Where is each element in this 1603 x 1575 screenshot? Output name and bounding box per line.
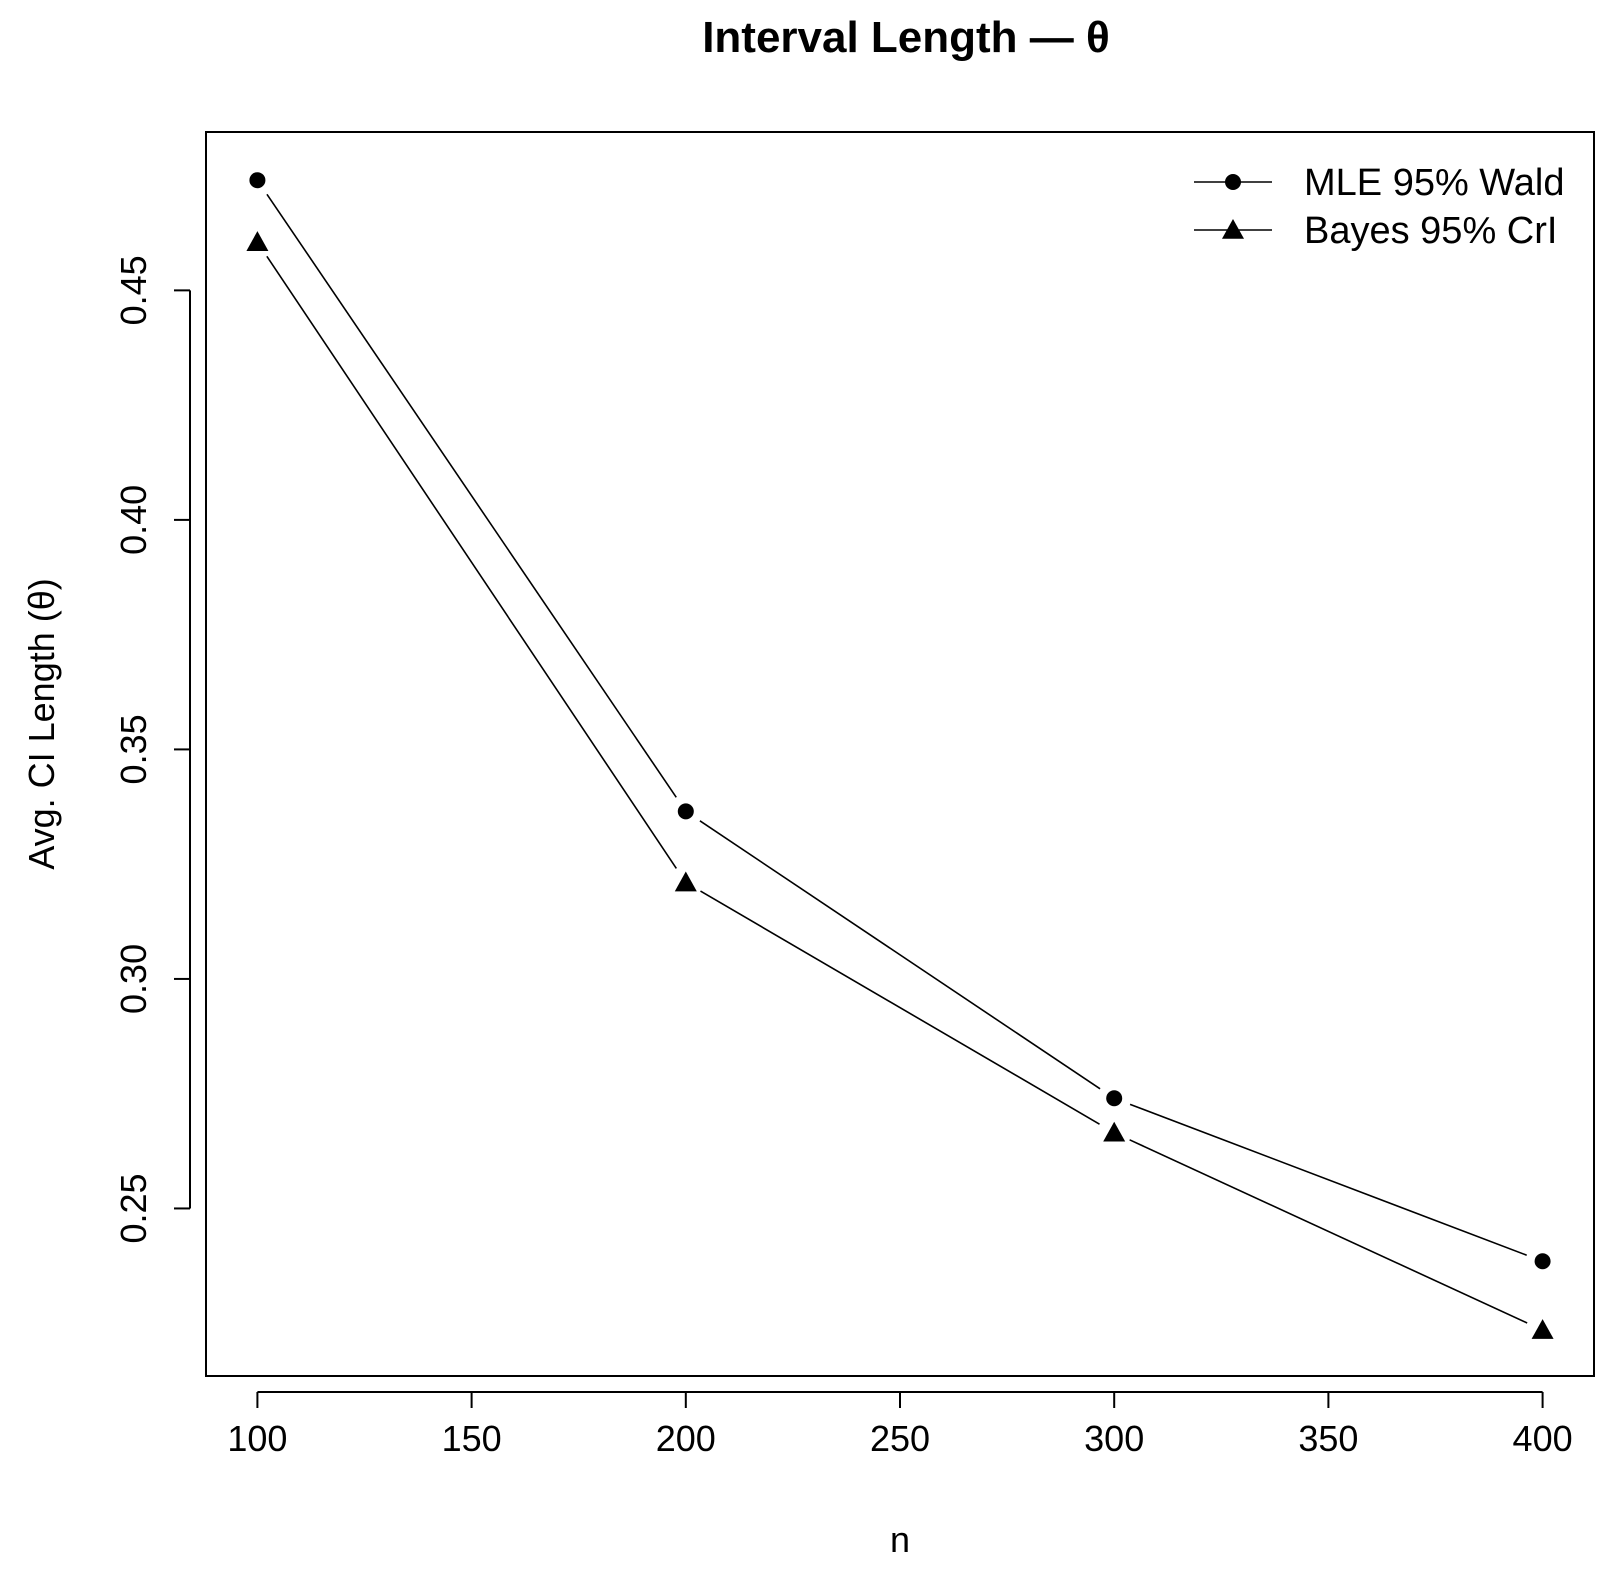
y-tick-label-2: 0.35 <box>113 714 154 784</box>
series-layer <box>246 172 1554 1339</box>
series-0-point-3 <box>1534 1253 1551 1270</box>
x-tick-label-100: 100 <box>227 1418 287 1459</box>
series-1-segment-0 <box>266 255 678 869</box>
y-axis: 0.25 0.30 0.35 0.40 0.45 <box>113 255 191 1243</box>
x-tick-label-250: 250 <box>870 1418 930 1459</box>
series-0-segment-1 <box>699 820 1101 1090</box>
y-axis-label: Avg. CI Length (θ) <box>21 578 62 870</box>
x-axis: 100 150 200 250 300 350 400 <box>227 1391 1573 1459</box>
y-tick-label-0: 0.25 <box>113 1173 154 1243</box>
chart-title: Interval Length — θ <box>702 13 1110 62</box>
legend: MLE 95% Wald Bayes 95% CrI <box>1194 162 1564 252</box>
y-tick-label-1: 0.30 <box>113 944 154 1014</box>
y-tick-label-3: 0.40 <box>113 485 154 555</box>
series-1-segment-2 <box>1129 1139 1528 1324</box>
legend-label-0: MLE 95% Wald <box>1304 162 1564 204</box>
legend-label-1: Bayes 95% CrI <box>1304 210 1557 252</box>
series-1 <box>246 231 1554 1339</box>
plot-frame <box>205 131 1595 1377</box>
series-1-segment-1 <box>700 890 1100 1125</box>
x-axis-label: n <box>890 1519 910 1560</box>
series-0-segment-2 <box>1129 1103 1527 1256</box>
series-0-point-2 <box>1106 1090 1123 1107</box>
series-0 <box>249 172 1551 1270</box>
x-tick-label-200: 200 <box>656 1418 716 1459</box>
series-1-point-1 <box>674 871 697 892</box>
x-tick-label-150: 150 <box>442 1418 502 1459</box>
series-0-point-1 <box>677 803 694 820</box>
x-tick-label-300: 300 <box>1084 1418 1144 1459</box>
x-tick-label-400: 400 <box>1513 1418 1573 1459</box>
legend-marker-1 <box>1222 219 1244 239</box>
series-0-segment-0 <box>266 193 677 798</box>
y-tick-label-4: 0.45 <box>113 255 154 325</box>
series-0-point-0 <box>249 172 266 189</box>
series-1-point-3 <box>1531 1319 1554 1339</box>
x-tick-label-350: 350 <box>1298 1418 1358 1459</box>
series-1-point-2 <box>1103 1121 1126 1142</box>
series-1-point-0 <box>246 231 269 251</box>
legend-marker-0 <box>1225 174 1241 190</box>
